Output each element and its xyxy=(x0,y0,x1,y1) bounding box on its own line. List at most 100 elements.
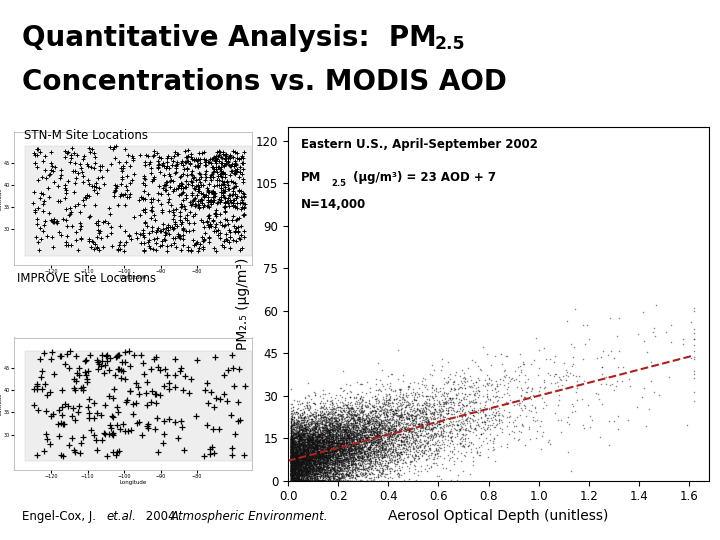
Point xyxy=(335,446,346,454)
Point xyxy=(305,476,317,485)
Point xyxy=(419,432,431,441)
Point xyxy=(405,427,417,435)
Point xyxy=(418,404,429,413)
Point xyxy=(477,342,489,351)
Point xyxy=(309,476,320,485)
Point xyxy=(302,450,314,459)
Point xyxy=(289,436,300,444)
Point xyxy=(323,444,335,453)
Point xyxy=(293,451,305,460)
Point xyxy=(346,450,357,459)
Point xyxy=(308,428,320,437)
Point xyxy=(306,438,318,447)
Point xyxy=(489,444,500,453)
Point xyxy=(410,395,421,404)
Point xyxy=(287,467,298,475)
Point xyxy=(366,428,377,437)
Point xyxy=(338,455,349,463)
Point xyxy=(302,433,314,442)
Point xyxy=(349,423,361,432)
Point xyxy=(410,418,422,427)
Point xyxy=(330,438,342,447)
Point xyxy=(364,444,376,453)
Point xyxy=(302,466,314,475)
Point xyxy=(310,432,322,441)
Point xyxy=(301,476,312,485)
Point xyxy=(306,428,318,436)
Point xyxy=(423,406,435,415)
Point xyxy=(302,456,313,464)
Point xyxy=(288,452,300,461)
Point xyxy=(338,471,350,480)
Point xyxy=(394,410,405,419)
Point xyxy=(309,430,320,438)
Point xyxy=(324,437,336,446)
Point xyxy=(309,438,320,447)
Point xyxy=(328,417,340,426)
Point xyxy=(333,474,344,482)
Point xyxy=(390,465,401,474)
Point xyxy=(330,451,341,460)
Point xyxy=(344,444,356,453)
Point xyxy=(294,454,306,462)
Point xyxy=(300,476,311,485)
Point xyxy=(332,395,343,404)
Point xyxy=(300,460,311,469)
Point xyxy=(293,460,305,468)
Point xyxy=(314,444,325,453)
Point xyxy=(322,443,333,451)
Point xyxy=(434,444,446,453)
Point xyxy=(447,406,459,415)
Point xyxy=(291,476,302,485)
Point xyxy=(340,476,351,485)
Point xyxy=(307,476,318,485)
Point xyxy=(299,456,310,465)
Point xyxy=(302,446,313,455)
Point xyxy=(411,410,423,418)
Point xyxy=(301,476,312,485)
Point xyxy=(316,436,328,444)
Point xyxy=(362,436,374,444)
Point xyxy=(310,476,322,485)
Point xyxy=(310,450,321,459)
Point xyxy=(298,431,310,440)
Point xyxy=(288,439,300,448)
Point xyxy=(375,471,387,480)
Point xyxy=(295,476,307,485)
Point xyxy=(413,437,425,445)
Point xyxy=(289,454,300,463)
Point xyxy=(336,414,347,422)
Point xyxy=(370,426,382,435)
Point xyxy=(302,463,313,472)
Point xyxy=(320,447,331,455)
Point xyxy=(353,454,364,462)
Point xyxy=(291,442,302,451)
Point xyxy=(317,450,328,459)
Point xyxy=(292,430,303,439)
Point xyxy=(337,436,348,444)
Point xyxy=(397,390,409,399)
Point xyxy=(419,420,431,429)
Point xyxy=(287,435,298,444)
Point xyxy=(307,462,318,470)
Point xyxy=(284,442,296,450)
Point xyxy=(448,440,459,449)
Point xyxy=(344,426,356,434)
Point xyxy=(336,423,348,432)
Point xyxy=(323,474,334,483)
Point xyxy=(287,444,299,453)
Point xyxy=(284,476,296,485)
Point xyxy=(436,361,448,370)
Point xyxy=(307,436,318,445)
Point xyxy=(337,456,348,464)
Point xyxy=(426,420,438,429)
Point xyxy=(287,446,299,454)
Point xyxy=(296,456,307,465)
Point xyxy=(431,445,442,454)
Point xyxy=(293,450,305,458)
Point xyxy=(304,473,315,482)
Point xyxy=(294,457,305,465)
Point xyxy=(326,442,338,451)
Point xyxy=(291,450,302,458)
Point xyxy=(285,469,297,477)
